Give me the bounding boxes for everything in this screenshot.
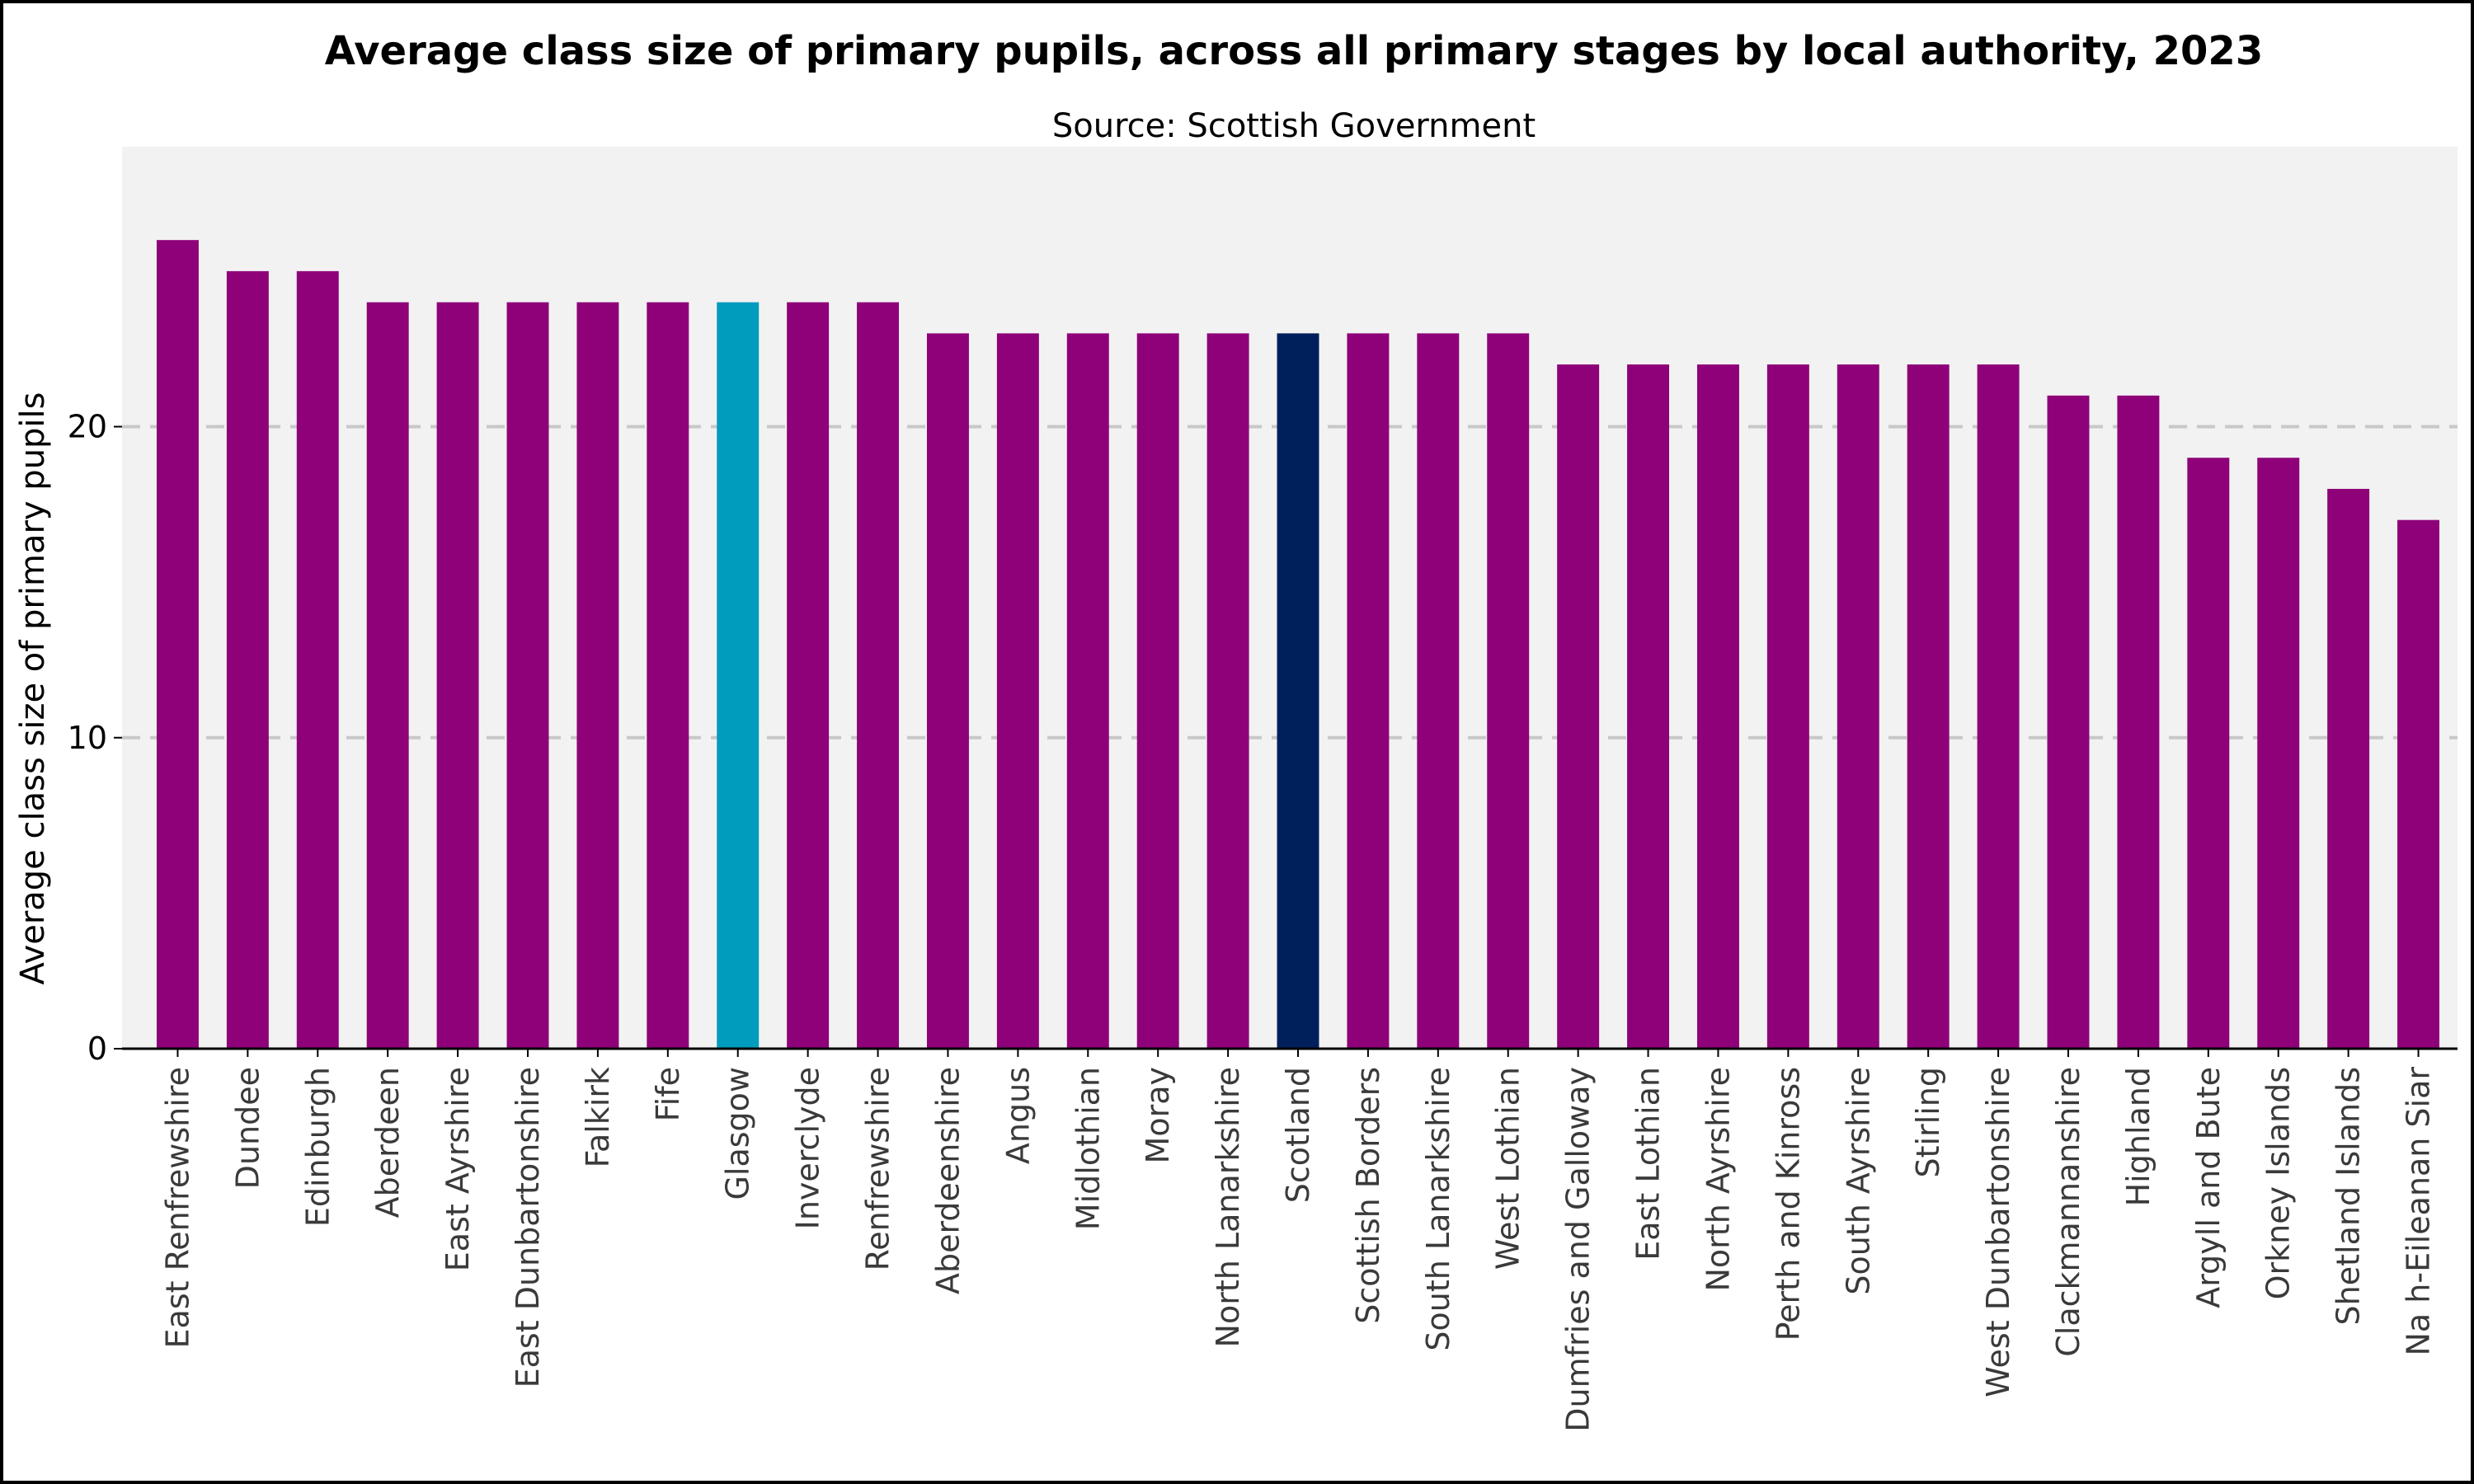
- bar: [156, 240, 199, 1049]
- x-tick-label: Glasgow: [720, 1067, 756, 1200]
- x-tick-label: Fife: [650, 1067, 686, 1121]
- x-tick-label: Scottish Borders: [1350, 1067, 1386, 1324]
- x-tick-label: West Lothian: [1490, 1067, 1526, 1270]
- x-tick-label: East Dunbartonshire: [510, 1067, 546, 1388]
- bar: [506, 302, 549, 1049]
- x-tick-label: Angus: [999, 1067, 1036, 1164]
- bar: [717, 302, 760, 1049]
- chart-title: Average class size of primary pupils, ac…: [324, 28, 2264, 74]
- x-tick-label: Aberdeenshire: [929, 1067, 966, 1294]
- bar: [1696, 364, 1739, 1049]
- x-tick-label: Perth and Kinross: [1770, 1067, 1806, 1341]
- x-tick-label: West Dunbartonshire: [1980, 1067, 2016, 1397]
- bar: [2327, 488, 2370, 1049]
- y-tick-label: 0: [87, 1031, 107, 1067]
- x-tick-label: East Renfrewshire: [159, 1067, 195, 1348]
- bar: [1417, 333, 1460, 1049]
- bar: [436, 302, 479, 1049]
- bar: [2257, 458, 2300, 1049]
- x-tick-label: Scotland: [1280, 1067, 1316, 1203]
- bar: [2187, 458, 2230, 1049]
- x-tick-label: Na h-Eileanan Siar: [2401, 1067, 2437, 1356]
- x-tick-label: Renfrewshire: [860, 1067, 896, 1270]
- x-tick-label: Clackmannanshire: [2050, 1067, 2086, 1357]
- x-tick-label: Stirling: [1910, 1067, 1946, 1178]
- x-tick-label: East Ayrshire: [440, 1067, 476, 1271]
- bar: [2117, 395, 2160, 1049]
- bar: [576, 302, 619, 1049]
- bar: [787, 302, 830, 1049]
- bar: [926, 333, 969, 1049]
- bar: [366, 302, 409, 1049]
- y-tick-label: 10: [68, 720, 107, 756]
- x-tick-label: Midlothian: [1070, 1067, 1106, 1230]
- bar: [1136, 333, 1179, 1049]
- x-tick-label: North Lanarkshire: [1210, 1067, 1246, 1347]
- bar: [2397, 519, 2440, 1049]
- x-tick-label: Dundee: [229, 1067, 266, 1189]
- x-tick-label: North Ayrshire: [1700, 1067, 1736, 1292]
- x-tick-label: Shetland Islands: [2331, 1067, 2367, 1325]
- x-tick-label: Inverclyde: [790, 1067, 826, 1229]
- x-tick-label: South Ayrshire: [1840, 1067, 1876, 1295]
- x-tick-label: Moray: [1140, 1067, 1176, 1163]
- y-tick-label: 20: [68, 409, 107, 445]
- bar: [1907, 364, 1950, 1049]
- bar: [1837, 364, 1879, 1049]
- x-tick-label: Dumfries and Galloway: [1560, 1067, 1597, 1432]
- bar: [1977, 364, 2020, 1049]
- x-tick-label: Highland: [2120, 1067, 2157, 1206]
- bar: [226, 270, 269, 1049]
- bar: [857, 302, 900, 1049]
- bar: [1627, 364, 1670, 1049]
- x-tick-label: East Lothian: [1630, 1067, 1667, 1261]
- bar: [1557, 364, 1600, 1049]
- bar: [2047, 395, 2090, 1049]
- x-tick-label: Aberdeen: [369, 1067, 406, 1218]
- bar: [1277, 333, 1319, 1049]
- bar: [1066, 333, 1109, 1049]
- x-tick-label: Edinburgh: [299, 1067, 336, 1227]
- bar: [1487, 333, 1530, 1049]
- bar: [1206, 333, 1249, 1049]
- x-tick-label: Argyll and Bute: [2190, 1067, 2227, 1308]
- bar: [1347, 333, 1390, 1049]
- bar: [296, 270, 339, 1049]
- x-tick-label: South Lanarkshire: [1420, 1067, 1456, 1351]
- bar: [996, 333, 1039, 1049]
- x-tick-label: Falkirk: [580, 1067, 616, 1167]
- bar: [647, 302, 689, 1049]
- bar: [1766, 364, 1809, 1049]
- chart-subtitle: Source: Scottish Government: [1051, 107, 1536, 145]
- y-axis-label: Average class size of primary pupils: [14, 392, 52, 985]
- x-tick-label: Orkney Islands: [2260, 1067, 2297, 1299]
